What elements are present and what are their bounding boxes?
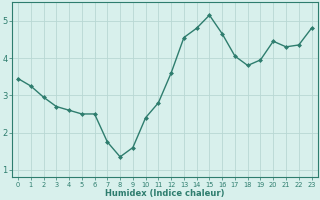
X-axis label: Humidex (Indice chaleur): Humidex (Indice chaleur) (105, 189, 225, 198)
